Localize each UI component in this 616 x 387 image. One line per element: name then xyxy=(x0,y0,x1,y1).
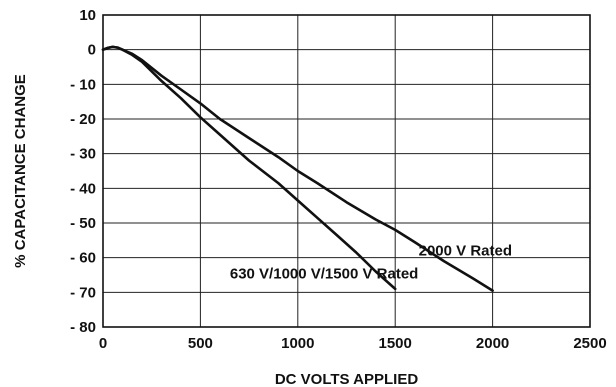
y-tick-label: - 60 xyxy=(70,250,96,267)
y-tick-label: - 70 xyxy=(70,284,96,301)
series-annotation-2: 630 V/1000 V/1500 V Rated xyxy=(230,265,418,282)
y-tick-label: - 20 xyxy=(70,111,96,128)
x-tick-labels: 0 500 1000 1500 2000 2500 xyxy=(99,335,607,352)
y-axis-title: % CAPACITANCE CHANGE xyxy=(12,74,29,268)
plot-frame xyxy=(102,14,591,328)
y-tick-label: - 10 xyxy=(70,76,96,93)
x-tick-label: 2000 xyxy=(476,335,509,352)
series-lines xyxy=(101,45,494,292)
x-tick-label: 2500 xyxy=(573,335,606,352)
y-tick-label: 0 xyxy=(88,42,96,59)
y-tick-labels: 10 0 - 10 - 20 - 30 - 40 - 50 - 60 - 70 - 80 xyxy=(70,7,96,336)
y-tick-label: - 40 xyxy=(70,180,96,197)
x-tick-label: 1500 xyxy=(379,335,412,352)
x-tick-label: 0 xyxy=(99,335,107,352)
x-tick-label: 1000 xyxy=(281,335,314,352)
y-tick-label: - 50 xyxy=(70,215,96,232)
y-tick-label: - 80 xyxy=(70,319,96,336)
series-line-2 xyxy=(101,45,494,292)
y-tick-label: - 30 xyxy=(70,146,96,163)
series-annotation-1: 2000 V Rated xyxy=(419,243,512,260)
x-tick-label: 500 xyxy=(188,335,213,352)
series-line-1 xyxy=(101,45,397,291)
x-axis-title: DC VOLTS APPLIED xyxy=(275,371,419,387)
y-tick-label: 10 xyxy=(79,7,96,24)
